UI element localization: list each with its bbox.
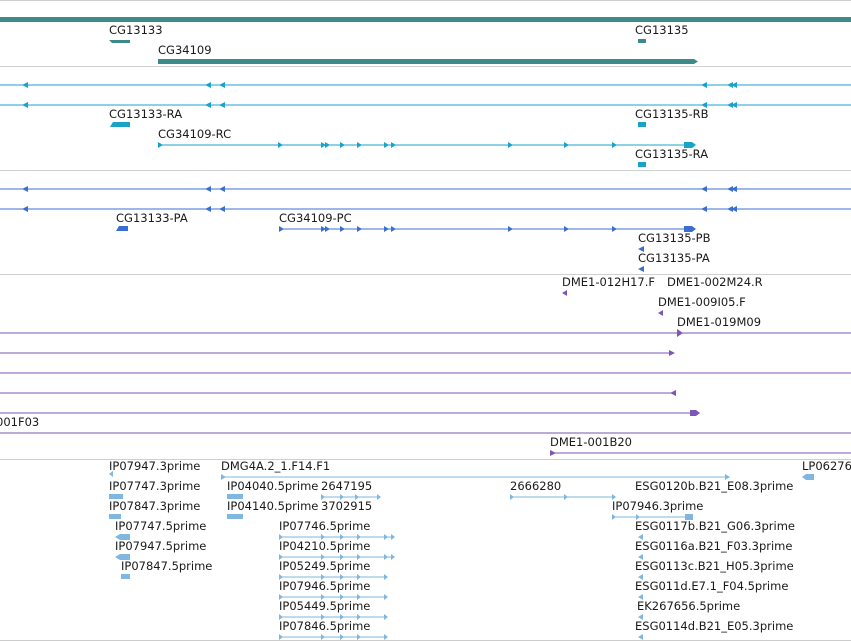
protein-cg13135-pa-glyph[interactable]: [638, 266, 644, 272]
est-label-ip07746-5prime[interactable]: IP07746.5prime: [279, 519, 370, 533]
est-label-ip04210-5prime[interactable]: IP04210.5prime: [279, 539, 370, 553]
est-lp06276-glyph[interactable]: [802, 474, 814, 480]
protein-cg13135-pb-glyph[interactable]: [638, 246, 644, 252]
est-ip07747-3prime-glyph[interactable]: [109, 494, 123, 499]
clone-line-2-end: [669, 350, 675, 356]
clone-line-4-end: [670, 390, 676, 396]
gene-label-cg34109[interactable]: CG34109: [158, 43, 212, 57]
transcript-cg13135-ra-glyph[interactable]: [638, 162, 646, 167]
clone-dme1-009i05-f-glyph[interactable]: [658, 310, 663, 316]
clone-label-001f03[interactable]: 001F03: [0, 415, 39, 429]
clone-line-5-end: [690, 410, 700, 416]
est-label-ip07947-5prime[interactable]: IP07947.5prime: [115, 539, 206, 553]
protein-arrows-2: [22, 206, 737, 212]
protein-track: CG13133-PA CG34109-PC CG13135-PB CG13135…: [0, 186, 851, 272]
est-label-ip07946-3prime[interactable]: IP07946.3prime: [612, 499, 703, 513]
clone-label-dme1-019m09[interactable]: DME1-019M09: [677, 315, 761, 329]
est-label-ip05249-5prime[interactable]: IP05249.5prime: [279, 559, 370, 573]
est-ip07847-5prime-glyph[interactable]: [121, 574, 130, 579]
est-label-esg0114d[interactable]: ESG0114d.B21_E05.3prime: [635, 619, 793, 633]
gene-label-cg13135[interactable]: CG13135: [635, 23, 689, 37]
clone-label-dme1-001b20[interactable]: DME1-001B20: [550, 435, 632, 449]
est-dmg4a-end: [725, 474, 730, 480]
protein-label-cg13133-pa[interactable]: CG13133-PA: [116, 211, 188, 225]
est-track: IP07947.3prime DMG4A.2_1.F14.F1 LP06276 …: [109, 459, 851, 640]
clone-label-dme1-012h17-f[interactable]: DME1-012H17.F: [562, 275, 655, 289]
clone-dme1-012h17-f-glyph[interactable]: [562, 290, 567, 296]
gene-cg13135-glyph[interactable]: [638, 39, 646, 43]
gene-cg34109-glyph[interactable]: [158, 59, 698, 64]
transcript-label-cg13135-rb[interactable]: CG13135-RB: [635, 107, 709, 121]
transcript-cg13135-rb-glyph[interactable]: [638, 122, 646, 127]
gene-track: CG13133 CG13135 CG34109: [0, 17, 851, 64]
protein-label-cg13135-pb[interactable]: CG13135-PB: [638, 231, 711, 245]
transcript-cg13133-ra-glyph[interactable]: [110, 122, 130, 127]
clone-label-dme1-009i05-f[interactable]: DME1-009I05.F: [658, 295, 746, 309]
est-label-ek267656[interactable]: EK267656.5prime: [637, 599, 740, 613]
est-ip04140-5prime-glyph[interactable]: [227, 514, 243, 519]
est-label-esg0116a[interactable]: ESG0116a.B21_F03.3prime: [635, 539, 792, 553]
est-label-ip07847-5prime[interactable]: IP07847.5prime: [121, 559, 212, 573]
transcript-label-cg13135-ra[interactable]: CG13135-RA: [635, 147, 708, 161]
est-ip07747-5prime-glyph[interactable]: [115, 534, 130, 540]
est-label-ip07747-5prime[interactable]: IP07747.5prime: [115, 519, 206, 533]
protein-label-cg34109-pc[interactable]: CG34109-PC: [279, 211, 352, 225]
est-label-esg0120b[interactable]: ESG0120b.B21_E08.3prime: [635, 479, 793, 493]
transcript-label-cg34109-rc[interactable]: CG34109-RC: [158, 127, 231, 141]
protein-arrows-1: [22, 186, 737, 192]
est-label-ip05449-5prime[interactable]: IP05449.5prime: [279, 599, 370, 613]
protein-cg34109-pc-arrows: [279, 226, 617, 232]
transcript-cg34109-rc-arrows: [158, 142, 617, 148]
est-label-dmg4a-2-1-f14-f1[interactable]: DMG4A.2_1.F14.F1: [221, 459, 330, 473]
est-label-lp06276[interactable]: LP06276: [802, 459, 851, 473]
transcript-label-cg13133-ra[interactable]: CG13133-RA: [109, 107, 182, 121]
transcript-track: CG13133-RA CG13135-RB CG34109-RC CG13135…: [0, 82, 851, 167]
est-label-esg0117b[interactable]: ESG0117b.B21_G06.3prime: [635, 519, 795, 533]
clone-label-dme1-002m24-r[interactable]: DME1-002M24.R: [667, 275, 763, 289]
est-dmg4a-start: [221, 474, 226, 480]
est-label-ip07747-3prime[interactable]: IP07747.3prime: [109, 479, 200, 493]
est-label-esg011d[interactable]: ESG011d.E7.1_F04.5prime: [635, 579, 788, 593]
est-ip07847-3prime-glyph[interactable]: [109, 514, 121, 519]
clone-line-1-glyph: [677, 329, 683, 337]
transcript-cg34109-rc-end[interactable]: [684, 142, 696, 148]
est-ip04040-5prime-glyph[interactable]: [227, 494, 243, 499]
transcript-arrows-2: [22, 102, 737, 108]
est-label-2647195[interactable]: 2647195: [321, 479, 372, 493]
gene-label-cg13133[interactable]: CG13133: [109, 23, 163, 37]
protein-label-cg13135-pa[interactable]: CG13135-PA: [638, 251, 710, 265]
est-ip07947-5prime-glyph[interactable]: [115, 554, 130, 560]
est-label-2666280[interactable]: 2666280: [510, 479, 561, 493]
est-label-ip04140-5prime[interactable]: IP04140.5prime: [227, 499, 318, 513]
est-label-ip07947-3prime[interactable]: IP07947.3prime: [109, 459, 200, 473]
clone-track: DME1-012H17.F DME1-002M24.R DME1-009I05.…: [0, 275, 851, 456]
transcript-arrows-1: [22, 82, 737, 88]
protein-cg13133-pa-glyph[interactable]: [116, 226, 128, 231]
protein-cg34109-pc-end[interactable]: [684, 226, 696, 232]
est-label-ip07846-5prime[interactable]: IP07846.5prime: [279, 619, 370, 633]
est-label-esg0113c[interactable]: ESG0113c.B21_H05.3prime: [635, 559, 794, 573]
gene-span-bar[interactable]: [0, 17, 851, 22]
est-label-ip07946-5prime[interactable]: IP07946.5prime: [279, 579, 370, 593]
est-label-3702915[interactable]: 3702915: [321, 499, 372, 513]
est-label-ip04040-5prime[interactable]: IP04040.5prime: [227, 479, 318, 493]
est-ip07947-3prime-glyph[interactable]: [109, 471, 113, 477]
clone-dme1-001b20-start: [550, 450, 556, 456]
gene-cg13133-glyph[interactable]: [109, 40, 130, 43]
est-label-ip07847-3prime[interactable]: IP07847.3prime: [109, 499, 200, 513]
